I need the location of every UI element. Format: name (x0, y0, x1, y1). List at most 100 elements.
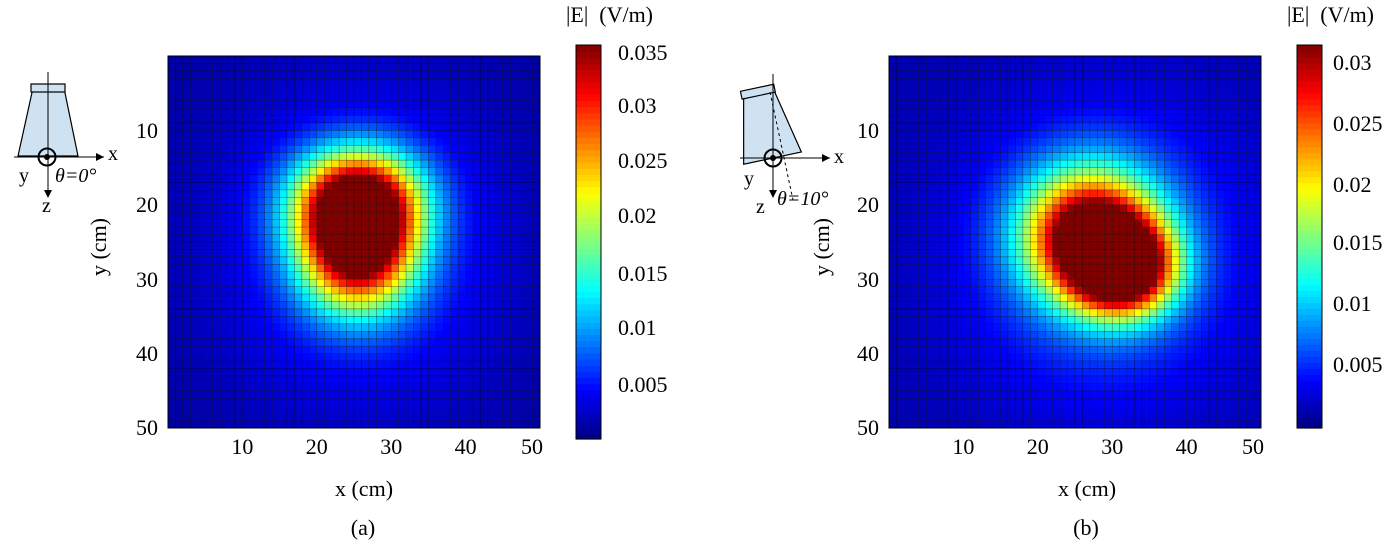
heatmap-cell (1253, 115, 1262, 124)
heatmap-cell (517, 405, 526, 414)
heatmap-cell (361, 63, 370, 72)
heatmap-cell (405, 115, 414, 124)
heatmap-cell (1052, 368, 1061, 377)
heatmap-cell (940, 308, 949, 317)
heatmap-cell (940, 189, 949, 198)
heatmap-cell (197, 234, 206, 243)
heatmap-cell (361, 145, 370, 154)
heatmap-cell (903, 189, 912, 198)
heatmap-cell (948, 316, 957, 325)
heatmap-cell (286, 383, 295, 392)
heatmap-cell (948, 130, 957, 139)
heatmap-cell (970, 249, 979, 258)
heatmap-cell (167, 360, 176, 369)
heatmap-cell (1126, 92, 1135, 101)
heatmap-cell (301, 405, 310, 414)
heatmap-cell (1030, 137, 1039, 146)
heatmap-cell (1015, 92, 1024, 101)
heatmap-cell (1015, 308, 1024, 317)
heatmap-cell (1082, 197, 1091, 206)
heatmap-cell (413, 189, 422, 198)
heatmap-cell (502, 308, 511, 317)
heatmap-cell (286, 345, 295, 354)
heatmap-cell (1245, 249, 1254, 258)
heatmap-cell (323, 264, 332, 273)
panel-b-heatmap (888, 55, 1262, 429)
heatmap-cell (190, 152, 199, 161)
heatmap-cell (242, 301, 251, 310)
heatmap-cell (353, 271, 362, 280)
heatmap-cell (1074, 92, 1083, 101)
heatmap-cell (1193, 92, 1202, 101)
heatmap-cell (264, 107, 273, 116)
heatmap-cell (286, 249, 295, 258)
heatmap-cell (234, 152, 243, 161)
heatmap-cell (1171, 375, 1180, 384)
heatmap-cell (390, 204, 399, 213)
heatmap-cell (1156, 204, 1165, 213)
heatmap-cell (1126, 249, 1135, 258)
heatmap-cell (1104, 226, 1113, 235)
heatmap-cell (234, 182, 243, 191)
heatmap-cell (286, 323, 295, 332)
heatmap-cell (204, 70, 213, 79)
heatmap-cell (301, 256, 310, 265)
heatmap-cell (1007, 92, 1016, 101)
heatmap-cell (368, 271, 377, 280)
heatmap-cell (316, 264, 325, 273)
heatmap-cell (517, 241, 526, 250)
heatmap-cell (970, 55, 979, 64)
heatmap-cell (1007, 197, 1016, 206)
heatmap-cell (896, 293, 905, 302)
heatmap-cell (264, 293, 273, 302)
heatmap-cell (495, 189, 504, 198)
heatmap-cell (978, 197, 987, 206)
heatmap-cell (249, 368, 258, 377)
heatmap-cell (1044, 397, 1053, 406)
heatmap-cell (264, 375, 273, 384)
heatmap-cell (1216, 264, 1225, 273)
heatmap-cell (1126, 159, 1135, 168)
heatmap-cell (1208, 197, 1217, 206)
heatmap-cell (405, 286, 414, 295)
heatmap-cell (271, 420, 280, 429)
heatmap-cell (301, 70, 310, 79)
heatmap-cell (1097, 264, 1106, 273)
heatmap-cell (309, 353, 318, 362)
heatmap-cell (234, 70, 243, 79)
heatmap-cell (1030, 226, 1039, 235)
heatmap-cell (480, 397, 489, 406)
heatmap-cell (918, 78, 927, 87)
heatmap-cell (918, 167, 927, 176)
heatmap-cell (985, 107, 994, 116)
heatmap-cell (264, 55, 273, 64)
heatmap-cell (1067, 264, 1076, 273)
heatmap-cell (443, 137, 452, 146)
heatmap-cell (1030, 122, 1039, 131)
heatmap-cell (896, 271, 905, 280)
heatmap-cell (428, 219, 437, 228)
heatmap-cell (992, 145, 1001, 154)
heatmap-cell (1156, 368, 1165, 377)
heatmap-cell (495, 174, 504, 183)
heatmap-cell (167, 100, 176, 109)
heatmap-cell (1216, 301, 1225, 310)
heatmap-cell (940, 383, 949, 392)
heatmap-cell (472, 122, 481, 131)
heatmap-cell (1000, 107, 1009, 116)
heatmap-cell (457, 383, 466, 392)
heatmap-cell (1037, 360, 1046, 369)
heatmap-cell (390, 353, 399, 362)
heatmap-cell (480, 197, 489, 206)
heatmap-cell (1178, 167, 1187, 176)
heatmap-cell (985, 197, 994, 206)
heatmap-cell (1030, 197, 1039, 206)
heatmap-cell (175, 368, 184, 377)
heatmap-cell (1141, 278, 1150, 287)
heatmap-cell (271, 383, 280, 392)
heatmap-cell (257, 390, 266, 399)
heatmap-cell (435, 130, 444, 139)
heatmap-cell (1126, 360, 1135, 369)
heatmap-cell (443, 115, 452, 124)
heatmap-cell (1164, 338, 1173, 347)
